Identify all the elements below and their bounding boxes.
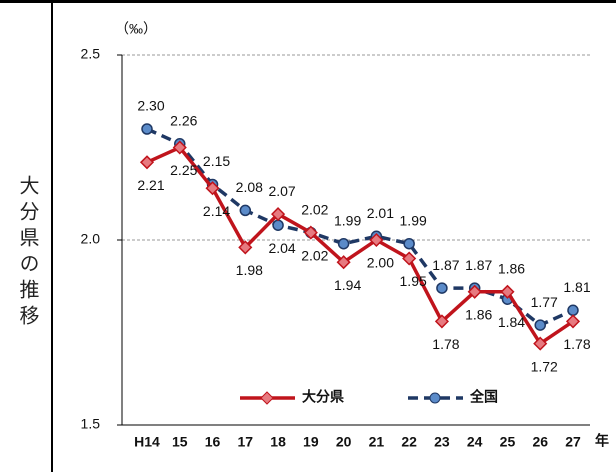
point bbox=[271, 207, 286, 222]
y-tick-label: 2.5 bbox=[81, 46, 101, 62]
row-label: 大分県の推移 bbox=[16, 175, 40, 331]
point bbox=[238, 240, 253, 255]
point bbox=[434, 314, 449, 329]
series-line bbox=[146, 127, 574, 328]
data-label: 2.26 bbox=[170, 113, 197, 129]
data-label: 1.86 bbox=[465, 307, 492, 323]
data-label: 1.78 bbox=[432, 336, 459, 352]
data-label: 1.78 bbox=[563, 336, 590, 352]
point bbox=[239, 204, 252, 217]
x-tick-label: 24 bbox=[467, 434, 483, 450]
x-tick-label: 18 bbox=[270, 434, 286, 450]
data-label: 2.04 bbox=[268, 240, 295, 256]
legend-marker bbox=[429, 392, 441, 404]
data-label: 1.72 bbox=[531, 358, 558, 374]
x-tick-label: 23 bbox=[434, 434, 450, 450]
point bbox=[369, 232, 384, 248]
point bbox=[303, 225, 318, 240]
point bbox=[402, 251, 417, 266]
x-tick-label: H14 bbox=[134, 434, 160, 450]
x-tick-label: 17 bbox=[238, 434, 254, 450]
point bbox=[172, 140, 187, 155]
data-label: 2.02 bbox=[301, 201, 328, 217]
data-label: 2.02 bbox=[301, 247, 328, 263]
data-label: 1.99 bbox=[400, 212, 427, 228]
data-label: 2.14 bbox=[203, 203, 230, 219]
x-tick-label: 22 bbox=[401, 434, 417, 450]
point bbox=[467, 284, 482, 299]
data-label: 2.21 bbox=[137, 177, 164, 193]
point bbox=[336, 255, 351, 270]
point bbox=[436, 282, 448, 294]
data-label: 1.84 bbox=[498, 314, 525, 330]
x-tick-label: 26 bbox=[532, 434, 548, 450]
x-tick-label: 27 bbox=[565, 434, 581, 450]
data-label: 1.87 bbox=[465, 257, 492, 273]
point bbox=[272, 219, 284, 231]
point bbox=[403, 237, 415, 250]
point bbox=[533, 336, 548, 351]
y-tick-label: 2.0 bbox=[81, 231, 101, 247]
y-tick-label: 1.5 bbox=[81, 416, 101, 432]
data-label: 1.87 bbox=[432, 257, 459, 273]
data-label: 1.99 bbox=[334, 212, 361, 228]
data-label: 1.94 bbox=[334, 277, 361, 293]
point bbox=[337, 237, 350, 250]
data-label: 2.07 bbox=[268, 183, 295, 199]
data-label: 2.30 bbox=[137, 98, 164, 114]
point bbox=[141, 123, 153, 135]
x-tick-label: 20 bbox=[336, 434, 352, 450]
legend-marker bbox=[260, 391, 274, 405]
point bbox=[139, 155, 155, 170]
legend-label: 大分県 bbox=[302, 389, 344, 405]
point bbox=[565, 314, 581, 329]
point bbox=[534, 319, 546, 331]
point bbox=[567, 304, 579, 317]
data-label: 2.00 bbox=[367, 255, 394, 271]
data-label: 2.25 bbox=[170, 162, 197, 178]
legend-label: 全国 bbox=[469, 389, 498, 405]
x-tick-label: 16 bbox=[205, 434, 221, 450]
point bbox=[500, 284, 515, 299]
data-label: 1.98 bbox=[236, 262, 263, 278]
data-label: 2.01 bbox=[367, 205, 394, 221]
x-tick-label: 21 bbox=[369, 434, 385, 450]
point bbox=[205, 181, 220, 196]
data-label: 2.08 bbox=[236, 179, 263, 195]
data-label: 2.15 bbox=[203, 153, 230, 169]
x-axis-label: 年 bbox=[595, 433, 609, 449]
x-tick-label: 15 bbox=[172, 434, 188, 450]
data-label: 1.95 bbox=[400, 273, 427, 289]
y-axis-unit: （‰） bbox=[115, 21, 157, 37]
data-label: 1.77 bbox=[531, 294, 558, 310]
x-tick-label: 25 bbox=[500, 434, 516, 450]
data-label: 1.86 bbox=[498, 261, 525, 277]
x-tick-label: 19 bbox=[303, 434, 319, 450]
data-label: 1.81 bbox=[563, 279, 590, 295]
